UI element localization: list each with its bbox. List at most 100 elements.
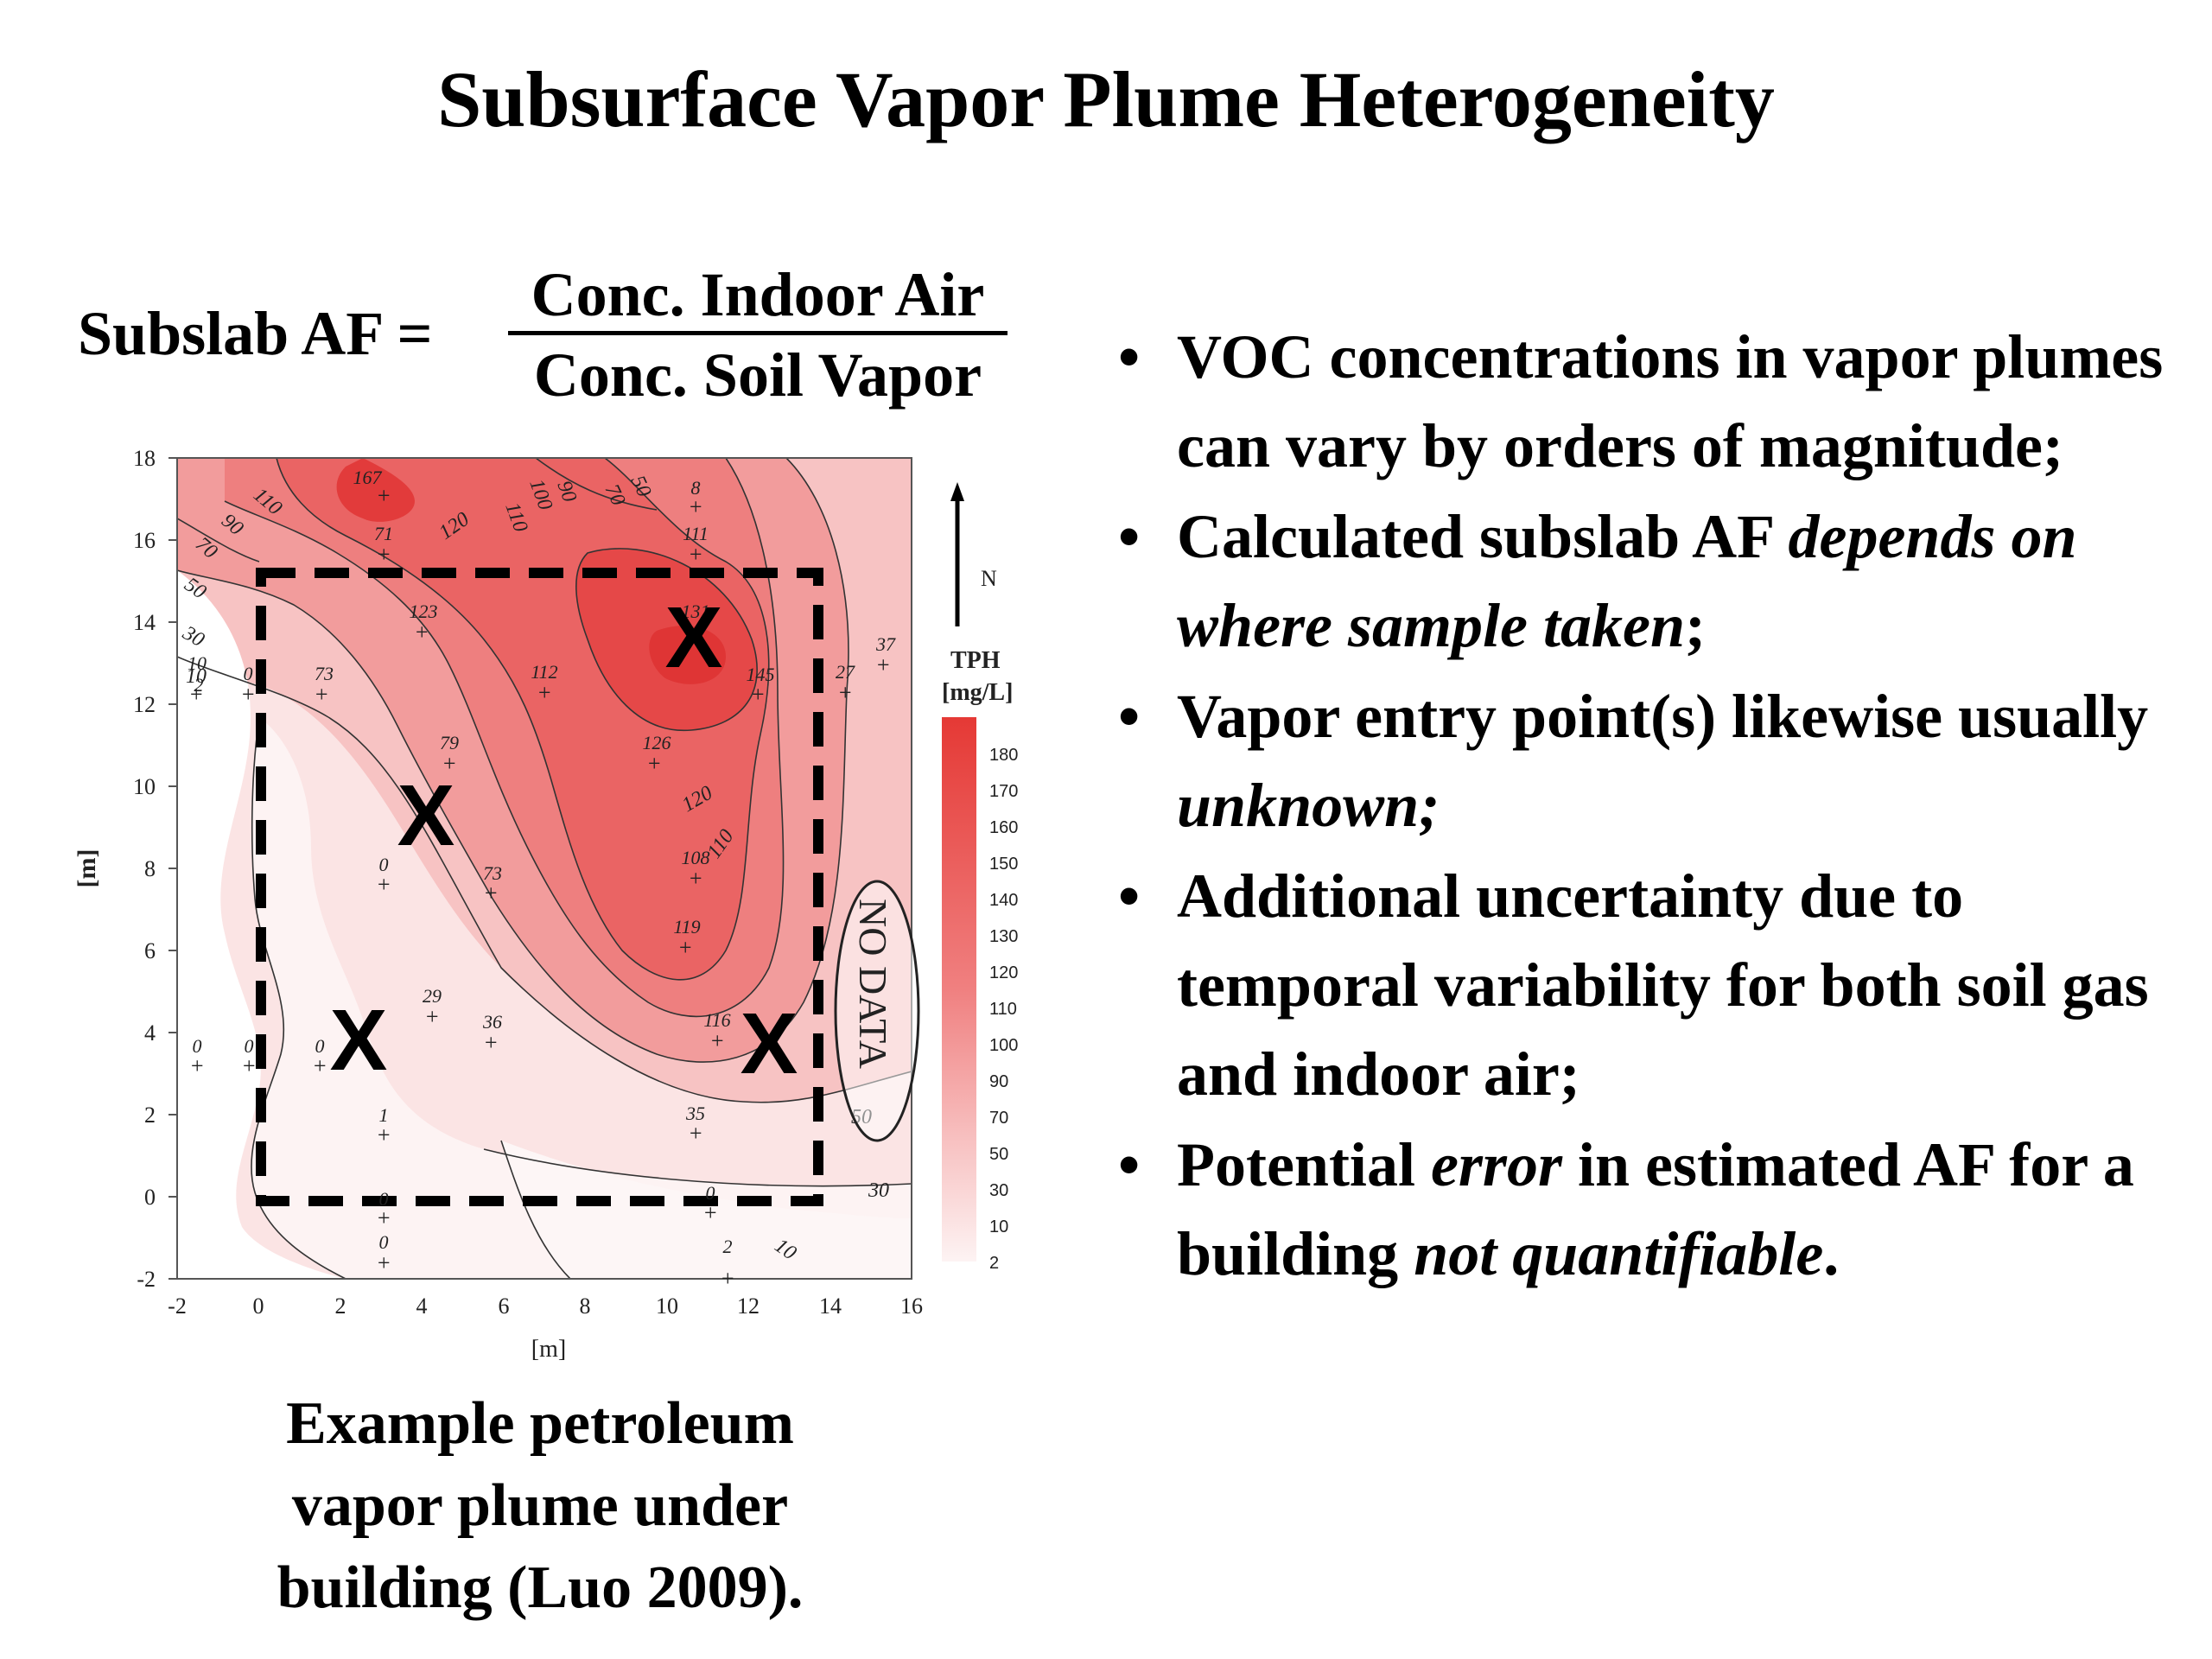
sample-point: 0+ bbox=[702, 1182, 718, 1225]
y-tick-labels: 18 16 14 12 10 8 6 4 2 0 -2 bbox=[133, 446, 156, 1292]
svg-text:0: 0 bbox=[706, 1182, 715, 1204]
svg-text:+: + bbox=[376, 542, 391, 567]
bullet-item: • Calculated subslab AF depends on where … bbox=[1115, 493, 2203, 671]
formula-denominator: Conc. Soil Vapor bbox=[533, 340, 982, 410]
bullet-item: • Potential error in estimated AF for a b… bbox=[1115, 1121, 2203, 1299]
svg-text:167: 167 bbox=[353, 467, 383, 488]
y-tick: -2 bbox=[137, 1267, 156, 1292]
svg-text:79: 79 bbox=[440, 732, 459, 753]
svg-text:0: 0 bbox=[244, 663, 253, 684]
svg-text:145: 145 bbox=[747, 664, 775, 685]
x-marker: X bbox=[397, 767, 455, 864]
sample-point: 27+ bbox=[836, 661, 855, 705]
sample-point: 145+ bbox=[747, 664, 775, 707]
svg-text:10: 10 bbox=[989, 1217, 1008, 1236]
formula-numerator: Conc. Indoor Air bbox=[531, 260, 985, 329]
sample-point: 0+ bbox=[241, 1035, 257, 1078]
sample-point: 112+ bbox=[531, 661, 557, 705]
bullet-text: Calculated subslab AF bbox=[1177, 502, 1789, 571]
svg-text:+: + bbox=[837, 680, 853, 705]
y-tick: 16 bbox=[133, 528, 156, 553]
svg-text:29: 29 bbox=[423, 985, 442, 1007]
sample-point: 79+ bbox=[440, 732, 459, 776]
caption-line: vapor plume under bbox=[291, 1472, 789, 1539]
sample-point: 0+ bbox=[240, 663, 256, 707]
svg-text:30: 30 bbox=[989, 1181, 1008, 1200]
bullet-text: . bbox=[1823, 1219, 1840, 1288]
no-data-label: NO DATA bbox=[851, 899, 895, 1069]
x-tick: 4 bbox=[416, 1294, 428, 1319]
sample-point: 1+ bbox=[376, 1104, 391, 1147]
svg-text:+: + bbox=[189, 1053, 205, 1078]
svg-text:+: + bbox=[875, 652, 891, 677]
sample-point: 2+ bbox=[720, 1236, 735, 1291]
bullet-item: • Vapor entry point(s) likewise usually u… bbox=[1115, 672, 2203, 850]
svg-text:2: 2 bbox=[723, 1236, 733, 1257]
svg-text:+: + bbox=[376, 1205, 391, 1230]
x-tick: 0 bbox=[253, 1294, 264, 1319]
svg-text:+: + bbox=[688, 494, 703, 519]
svg-text:+: + bbox=[483, 880, 499, 906]
legend-unit: [mg/L] bbox=[942, 679, 1013, 706]
sample-point: 73+ bbox=[483, 862, 502, 906]
x-tick: -2 bbox=[168, 1294, 187, 1319]
x-tick: 2 bbox=[335, 1294, 346, 1319]
x-marker: X bbox=[330, 992, 388, 1089]
bullet-text: Additional uncertainty due to temporal v… bbox=[1177, 861, 2149, 1109]
sample-point: 10 bbox=[188, 652, 207, 674]
svg-text:+: + bbox=[314, 682, 329, 707]
svg-text:123: 123 bbox=[410, 601, 438, 622]
svg-text:36: 36 bbox=[482, 1011, 502, 1033]
svg-text:2: 2 bbox=[194, 674, 204, 696]
sample-point: 2+ bbox=[188, 674, 204, 707]
sample-point: 35+ bbox=[685, 1103, 705, 1146]
svg-text:+: + bbox=[750, 682, 766, 707]
x-tick: 10 bbox=[656, 1294, 678, 1319]
sample-location-markers: X X X X bbox=[330, 589, 798, 1092]
sample-point: 108+ bbox=[682, 847, 710, 891]
sample-point: 71+ bbox=[374, 523, 393, 567]
slide-title: Subsurface Vapor Plume Heterogeneity bbox=[437, 55, 1775, 143]
svg-text:50: 50 bbox=[989, 1145, 1008, 1164]
bullet-dot: • bbox=[1118, 682, 1141, 751]
svg-text:+: + bbox=[677, 935, 693, 960]
svg-text:+: + bbox=[241, 1053, 257, 1078]
contour-label: 30 bbox=[868, 1179, 889, 1202]
svg-text:0: 0 bbox=[193, 1035, 202, 1057]
svg-text:140: 140 bbox=[989, 891, 1018, 910]
x-marker: X bbox=[741, 995, 798, 1092]
bullet-dot: • bbox=[1118, 322, 1141, 391]
sample-point: 73+ bbox=[314, 663, 334, 707]
svg-text:1: 1 bbox=[379, 1104, 389, 1126]
svg-text:73: 73 bbox=[483, 862, 502, 884]
svg-text:+: + bbox=[376, 872, 391, 897]
svg-text:10: 10 bbox=[188, 652, 207, 674]
svg-text:131: 131 bbox=[682, 601, 710, 622]
legend-levels: 180 170 160 150 140 130 120 110 100 90 7… bbox=[989, 746, 1018, 1273]
x-tick: 6 bbox=[499, 1294, 510, 1319]
sample-point: 119+ bbox=[673, 916, 700, 960]
svg-text:120: 120 bbox=[989, 963, 1018, 982]
bullet-dot: • bbox=[1118, 1130, 1141, 1199]
svg-text:0: 0 bbox=[315, 1035, 325, 1057]
svg-text:90: 90 bbox=[989, 1072, 1008, 1091]
formula-lhs: Subslab AF = bbox=[78, 299, 433, 368]
caption-line: building (Luo 2009). bbox=[276, 1554, 804, 1621]
sample-point: 0+ bbox=[312, 1035, 327, 1078]
sample-point: 123+ bbox=[410, 601, 438, 645]
svg-text:73: 73 bbox=[315, 663, 334, 684]
x-tick: 12 bbox=[737, 1294, 760, 1319]
x-tick: 16 bbox=[900, 1294, 923, 1319]
x-marker: X bbox=[665, 589, 723, 686]
svg-text:170: 170 bbox=[989, 782, 1018, 801]
sample-point: 36+ bbox=[482, 1011, 502, 1055]
svg-text:+: + bbox=[240, 682, 256, 707]
y-tick: 14 bbox=[133, 610, 156, 635]
bullet-text: Vapor entry point(s) likewise usually bbox=[1177, 682, 2149, 751]
svg-text:+: + bbox=[688, 866, 703, 891]
x-axis-label: [m] bbox=[531, 1336, 566, 1363]
svg-text:180: 180 bbox=[989, 746, 1018, 765]
figure-caption: Example petroleum vapor plume under buil… bbox=[173, 1382, 907, 1629]
north-label: N bbox=[981, 566, 997, 591]
svg-text:0: 0 bbox=[379, 854, 389, 875]
